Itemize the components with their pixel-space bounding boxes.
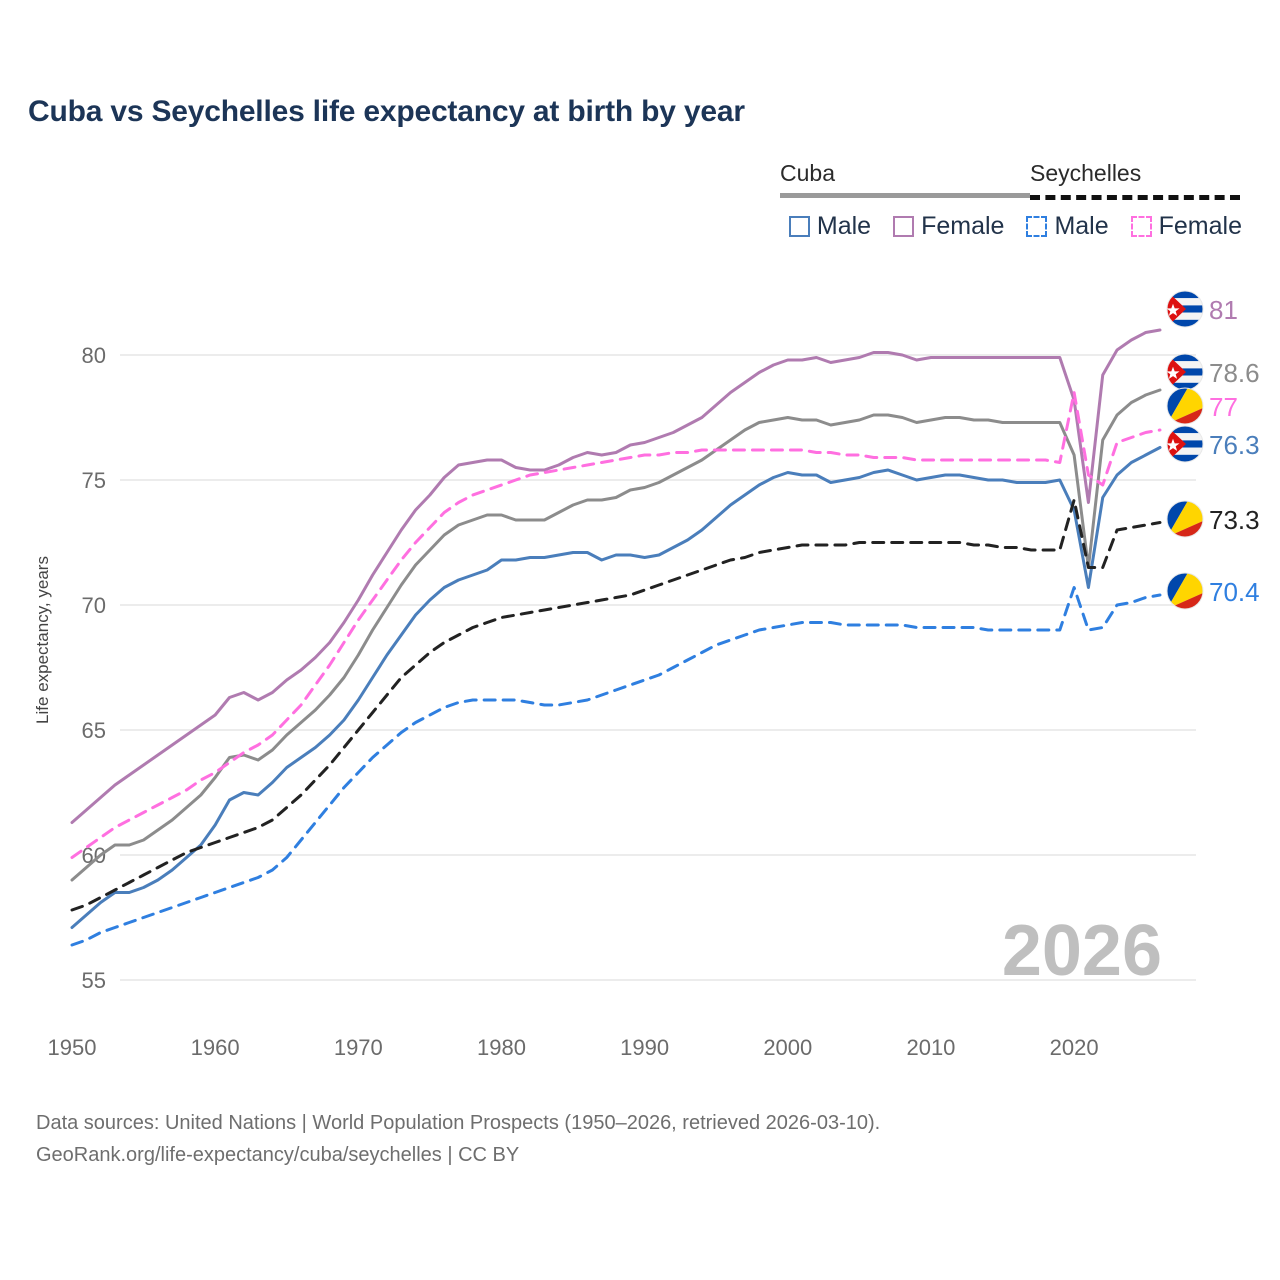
y-axis-title: Life expectancy, years — [33, 556, 52, 724]
end-value-label: 77 — [1209, 392, 1238, 422]
chart-legend: Cuba Seychelles Male Female Male Female — [762, 160, 1242, 241]
x-tick-label: 2020 — [1050, 1035, 1099, 1060]
end-flag-cuba-icon — [1166, 353, 1204, 391]
x-tick-label: 1980 — [477, 1035, 526, 1060]
y-tick-label: 65 — [82, 718, 106, 743]
legend-group-cuba: Cuba — [780, 160, 1030, 205]
y-tick-label: 80 — [82, 343, 106, 368]
end-value-label: 73.3 — [1209, 505, 1260, 535]
series-line-seychelles-total — [70, 586, 1162, 947]
legend-seychelles-rule — [1030, 195, 1240, 200]
chart-end-labels: 81 78.6 77 76.3 73.3 70.4 — [1166, 290, 1260, 610]
legend-item-seychelles-female[interactable]: Female — [1130, 212, 1242, 241]
footer-attribution: GeoRank.org/life-expectancy/cuba/seychel… — [36, 1144, 520, 1167]
end-flag-cuba-icon — [1166, 425, 1204, 463]
x-tick-label: 1990 — [620, 1035, 669, 1060]
footer-data-sources: Data sources: United Nations | World Pop… — [36, 1112, 881, 1134]
legend-label-seychelles-male: Male — [1054, 212, 1109, 240]
chart-gridlines — [120, 354, 1196, 981]
legend-group-seychelles: Seychelles — [1030, 160, 1240, 205]
year-watermark: 2026 — [1001, 911, 1162, 991]
legend-items: Male Female Male Female — [788, 212, 1242, 241]
page-title: Cuba vs Seychelles life expectancy at bi… — [28, 95, 745, 128]
legend-swatch-seychelles-male-icon — [1026, 216, 1048, 237]
x-tick-label: 1950 — [48, 1035, 97, 1060]
x-tick-label: 2010 — [906, 1035, 955, 1060]
end-flag-seychelles-icon — [1166, 572, 1204, 610]
chart-footer: Data sources: United Nations | World Pop… — [36, 1107, 880, 1172]
x-tick-label: 1960 — [191, 1035, 240, 1060]
legend-group-headers: Cuba Seychelles — [762, 160, 1242, 205]
end-flag-seychelles-icon — [1166, 500, 1204, 538]
y-tick-label: 55 — [82, 968, 106, 993]
series-line-cuba-total — [70, 388, 1162, 882]
series-line-cuba-male — [70, 446, 1162, 929]
end-value-label: 81 — [1209, 295, 1238, 325]
legend-label-cuba-male: Male — [816, 212, 872, 240]
series-line-seychelles-female — [70, 391, 1162, 859]
legend-swatch-cuba-male-icon — [788, 216, 810, 237]
legend-cuba-rule — [780, 193, 1030, 198]
legend-item-cuba-female[interactable]: Female — [893, 212, 1004, 241]
end-flag-cuba-icon — [1166, 290, 1204, 328]
chart-x-axis-ticks: 1950 1960 1970 1980 1990 2000 2010 2020 — [48, 1035, 1099, 1060]
x-tick-label: 1970 — [334, 1035, 383, 1060]
legend-group-cuba-label: Cuba — [780, 160, 835, 186]
legend-item-cuba-male[interactable]: Male — [788, 212, 872, 241]
legend-item-seychelles-male[interactable]: Male — [1026, 212, 1109, 241]
legend-label-cuba-female: Female — [921, 212, 1005, 240]
y-tick-label: 75 — [82, 468, 106, 493]
legend-group-seychelles-label: Seychelles — [1030, 160, 1142, 186]
series-line-seychelles-male — [70, 498, 1162, 912]
end-value-label: 70.4 — [1209, 577, 1260, 607]
legend-swatch-seychelles-female-icon — [1130, 216, 1152, 237]
end-value-label: 78.6 — [1209, 358, 1260, 388]
end-value-label: 76.3 — [1209, 430, 1260, 460]
chart-series-lines — [70, 328, 1162, 947]
x-tick-label: 2000 — [763, 1035, 812, 1060]
series-line-cuba-female — [70, 328, 1162, 824]
legend-label-seychelles-female: Female — [1158, 212, 1242, 240]
end-flag-seychelles-icon — [1166, 387, 1204, 425]
legend-swatch-cuba-female-icon — [893, 216, 915, 237]
y-tick-label: 70 — [82, 593, 106, 618]
